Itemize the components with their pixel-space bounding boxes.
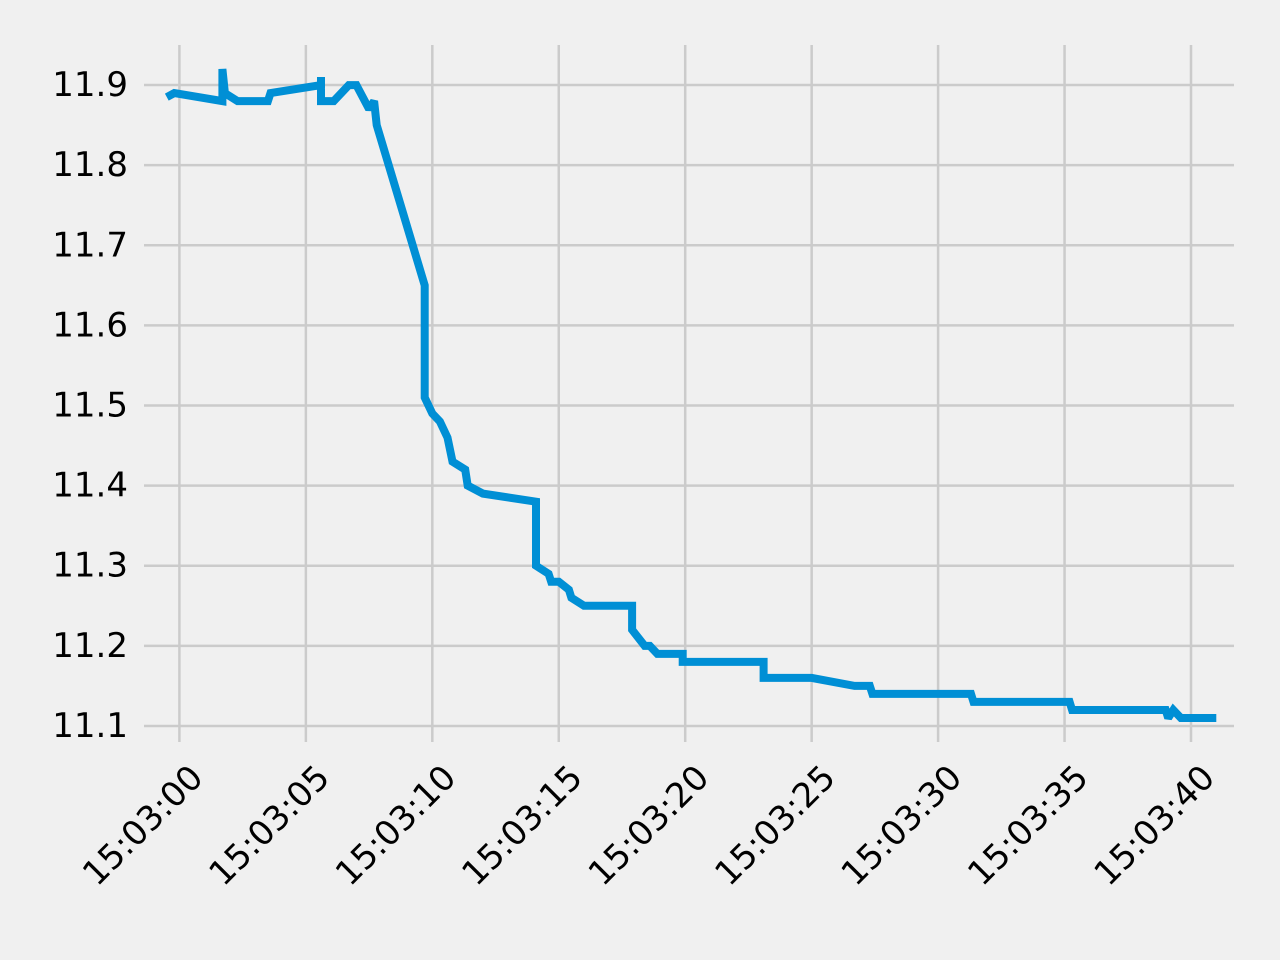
data-point bbox=[763, 661, 764, 662]
data-point bbox=[811, 677, 812, 678]
y-tick-label: 11.3 bbox=[52, 546, 128, 586]
data-point bbox=[971, 693, 972, 694]
series-layer bbox=[164, 68, 1217, 722]
y-tick-label: 11.9 bbox=[52, 65, 128, 105]
data-point bbox=[447, 437, 448, 438]
data-point bbox=[174, 93, 175, 94]
data-point bbox=[872, 693, 873, 694]
data-point bbox=[682, 661, 683, 662]
data-point bbox=[166, 97, 167, 98]
data-point bbox=[424, 285, 425, 286]
data-point bbox=[482, 493, 483, 494]
data-point bbox=[432, 413, 433, 414]
data-point bbox=[558, 581, 559, 582]
y-tick-label: 11.1 bbox=[52, 706, 128, 746]
data-point bbox=[649, 645, 650, 646]
data-point bbox=[657, 653, 658, 654]
data-point bbox=[224, 93, 225, 94]
data-point bbox=[1072, 710, 1073, 711]
data-point bbox=[584, 605, 585, 606]
data-point bbox=[439, 421, 440, 422]
data-point bbox=[1180, 718, 1181, 719]
data-point bbox=[321, 85, 322, 86]
y-tick-label: 11.7 bbox=[52, 225, 128, 265]
y-tick-label: 11.4 bbox=[52, 466, 128, 506]
data-point bbox=[548, 573, 549, 574]
data-point bbox=[682, 653, 683, 654]
data-point bbox=[376, 125, 377, 126]
y-tick-label: 11.5 bbox=[52, 386, 128, 426]
data-point bbox=[869, 685, 870, 686]
series-line bbox=[164, 68, 1217, 722]
data-point bbox=[568, 589, 569, 590]
data-point bbox=[270, 93, 271, 94]
data-point bbox=[1173, 710, 1174, 711]
data-point bbox=[467, 485, 468, 486]
data-point bbox=[854, 685, 855, 686]
y-tick-labels: 11.1 11.2 11.3 11.4 11.5 11.6 11.7 11.8 11.9 bbox=[52, 65, 128, 746]
data-point bbox=[222, 69, 223, 70]
data-point bbox=[465, 469, 466, 470]
data-point bbox=[1168, 718, 1169, 719]
data-point bbox=[237, 101, 238, 102]
data-point bbox=[333, 101, 334, 102]
data-point bbox=[452, 461, 453, 462]
data-point bbox=[321, 101, 322, 102]
data-point bbox=[571, 597, 572, 598]
data-point bbox=[536, 565, 537, 566]
data-point bbox=[632, 605, 633, 606]
data-point bbox=[973, 701, 974, 702]
y-tick-label: 11.2 bbox=[52, 626, 128, 666]
data-point bbox=[374, 101, 375, 102]
grid bbox=[144, 45, 1234, 742]
data-point bbox=[1165, 710, 1166, 711]
data-point bbox=[1069, 701, 1070, 702]
data-point bbox=[348, 85, 349, 86]
data-point bbox=[267, 101, 268, 102]
data-point bbox=[424, 397, 425, 398]
y-tick-label: 11.6 bbox=[52, 305, 128, 345]
data-point bbox=[536, 501, 537, 502]
y-tick-label: 11.8 bbox=[52, 145, 128, 185]
data-point bbox=[369, 109, 370, 110]
data-point bbox=[321, 77, 322, 78]
data-point bbox=[632, 629, 633, 630]
data-point bbox=[1216, 718, 1217, 719]
data-point bbox=[356, 85, 357, 86]
data-point bbox=[222, 101, 223, 102]
data-point bbox=[763, 677, 764, 678]
data-point bbox=[551, 581, 552, 582]
data-point bbox=[644, 645, 645, 646]
